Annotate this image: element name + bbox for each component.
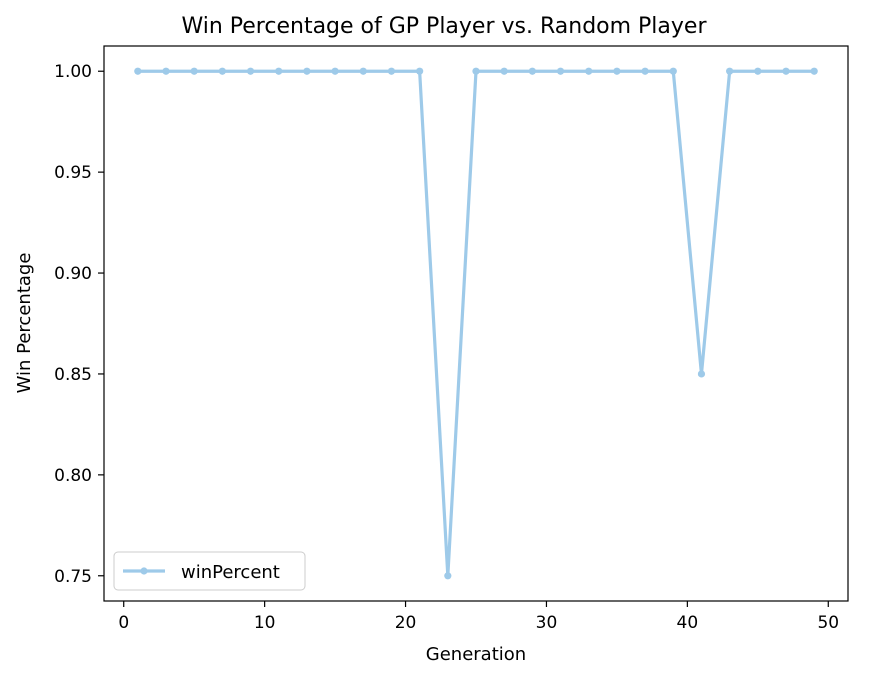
- legend-label-winpercent: winPercent: [181, 562, 280, 583]
- data-point: [134, 67, 142, 75]
- legend-marker-sample: [140, 567, 148, 575]
- data-point: [641, 67, 649, 75]
- x-axis-label: Generation: [426, 644, 526, 665]
- data-point: [669, 67, 677, 75]
- data-point: [472, 67, 480, 75]
- legend-box: [113, 551, 306, 591]
- y-axis-label: Win Percentage: [14, 253, 35, 394]
- data-point: [726, 67, 734, 75]
- x-tick-label: 10: [254, 613, 276, 633]
- data-point: [782, 67, 790, 75]
- data-point: [613, 67, 621, 75]
- x-tick-label: 0: [118, 613, 129, 633]
- data-point: [190, 67, 198, 75]
- y-tick-label: 0.75: [54, 567, 92, 587]
- chart-title: Win Percentage of GP Player vs. Random P…: [181, 14, 707, 39]
- data-point: [331, 67, 339, 75]
- data-point: [500, 67, 508, 75]
- x-tick-label: 50: [817, 613, 839, 633]
- axis-ticks: 0 10 20 30 40 50 0.75 0.80 0.85 0.90 0.95 1.00: [54, 62, 839, 633]
- data-point: [303, 67, 311, 75]
- y-tick-label: 0.90: [54, 264, 92, 284]
- y-tick-label: 0.95: [54, 163, 92, 183]
- x-tick-label: 30: [536, 613, 558, 633]
- data-point: [556, 67, 565, 75]
- y-tick-label: 0.80: [54, 466, 92, 486]
- legend: winPercent: [113, 551, 306, 591]
- data-point: [275, 67, 283, 75]
- data-point: [359, 67, 367, 75]
- data-point: [387, 67, 396, 75]
- x-tick-label: 40: [677, 613, 699, 633]
- plot-frame: [103, 45, 849, 602]
- y-tick-label: 0.85: [54, 365, 92, 385]
- y-tick-label: 1.00: [54, 62, 92, 82]
- plot-series: [134, 67, 818, 580]
- data-point: [810, 67, 818, 75]
- x-tick-label: 20: [395, 613, 417, 633]
- data-point: [444, 572, 452, 580]
- data-point: [754, 67, 762, 75]
- data-point: [218, 67, 226, 75]
- data-point: [416, 67, 424, 75]
- data-point: [246, 67, 255, 75]
- data-point: [162, 67, 170, 75]
- data-point: [528, 67, 536, 75]
- data-point: [585, 67, 593, 75]
- data-point: [697, 370, 706, 378]
